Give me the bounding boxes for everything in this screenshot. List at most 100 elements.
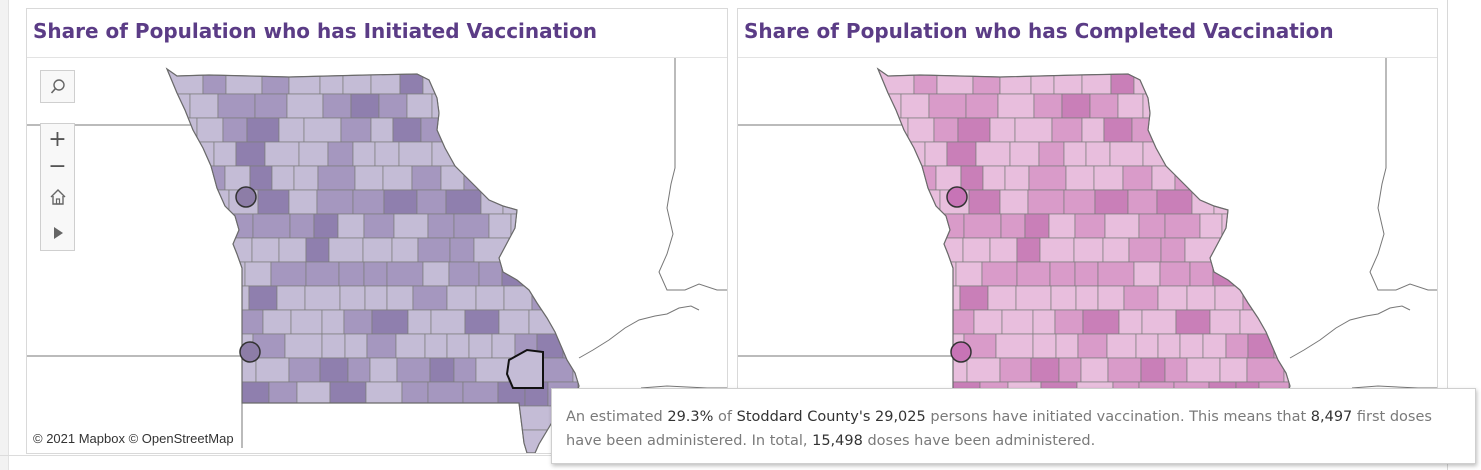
county <box>446 333 470 359</box>
city-marker <box>950 341 972 363</box>
county <box>1270 93 1290 119</box>
county <box>303 117 342 143</box>
county <box>878 213 903 239</box>
state-border-line <box>1289 305 1411 359</box>
county <box>264 141 300 167</box>
county <box>293 165 319 191</box>
county <box>278 117 305 143</box>
county <box>901 141 926 167</box>
county <box>1186 357 1221 383</box>
county <box>352 189 385 215</box>
county <box>393 405 429 431</box>
county <box>252 213 291 239</box>
county <box>167 357 203 383</box>
county <box>336 429 374 453</box>
county <box>1123 285 1159 311</box>
missouri-county-map[interactable] <box>738 58 1437 453</box>
county <box>464 309 500 335</box>
county <box>907 309 938 335</box>
county <box>1054 309 1084 335</box>
county <box>503 285 533 311</box>
county <box>1288 117 1290 143</box>
initiated-vaccination-panel: Share of Population who has Initiated Va… <box>26 8 728 454</box>
county <box>383 189 418 215</box>
county <box>933 117 959 143</box>
city-marker <box>235 186 257 208</box>
map-attribution[interactable]: © 2021 Mapbox © OpenStreetMap <box>33 431 234 446</box>
county <box>906 189 941 215</box>
county <box>267 429 306 453</box>
county <box>257 189 290 215</box>
county <box>1242 285 1269 311</box>
county <box>202 69 227 95</box>
county <box>1175 309 1211 335</box>
zoom-in-button[interactable]: + <box>48 127 67 152</box>
county <box>215 405 246 431</box>
county <box>981 261 1018 287</box>
county <box>1009 141 1040 167</box>
county <box>248 285 278 311</box>
county <box>907 117 935 143</box>
county <box>899 285 928 311</box>
county <box>453 357 477 383</box>
county <box>1103 117 1133 143</box>
county <box>1247 333 1275 359</box>
county <box>449 237 475 263</box>
county <box>347 357 371 383</box>
county <box>412 285 448 311</box>
county <box>319 357 349 383</box>
county <box>251 237 280 263</box>
county <box>1065 165 1095 191</box>
county <box>1016 237 1041 263</box>
completed-vaccination-panel: Share of Population who has Completed Va… <box>737 8 1438 454</box>
county <box>305 237 330 263</box>
county <box>995 333 1034 359</box>
county <box>378 93 408 119</box>
county <box>1039 237 1075 263</box>
county <box>445 189 482 215</box>
county <box>313 213 339 239</box>
county <box>1094 189 1129 215</box>
missouri-county-map[interactable] <box>27 58 727 453</box>
county <box>450 117 475 143</box>
county <box>1131 117 1163 143</box>
county <box>491 429 523 453</box>
county <box>192 165 226 191</box>
county <box>284 333 323 359</box>
map-search-button[interactable] <box>41 75 74 99</box>
tooltip-text: doses have been administered. <box>862 433 1096 449</box>
county <box>1089 93 1119 119</box>
pan-mode-button[interactable] <box>41 218 74 246</box>
county <box>1199 213 1223 239</box>
county <box>1288 141 1290 167</box>
county <box>429 357 455 383</box>
county <box>529 165 559 191</box>
county <box>321 309 345 335</box>
zoom-home-button[interactable] <box>41 184 74 212</box>
home-icon <box>50 189 65 205</box>
county <box>430 309 466 335</box>
county <box>422 261 450 287</box>
tooltip-text: of <box>713 409 737 425</box>
county <box>1104 213 1140 239</box>
tooltip-population: 29,025 <box>875 409 926 425</box>
county <box>190 213 218 239</box>
initiated-map[interactable] <box>27 58 727 453</box>
county <box>1151 165 1176 191</box>
county <box>903 165 937 191</box>
county <box>450 405 485 431</box>
county <box>878 357 914 383</box>
tooltip-percent: 29.3% <box>667 409 714 425</box>
title-divider <box>27 57 727 58</box>
county <box>468 333 493 359</box>
county <box>1268 165 1290 191</box>
county <box>448 261 480 287</box>
county <box>1240 165 1270 191</box>
county-layer <box>167 69 579 453</box>
zoom-out-button[interactable]: − <box>48 154 67 179</box>
completed-map[interactable] <box>738 58 1437 453</box>
county <box>1249 213 1278 239</box>
county <box>966 357 1001 383</box>
county <box>1027 189 1065 215</box>
county <box>1028 165 1067 191</box>
